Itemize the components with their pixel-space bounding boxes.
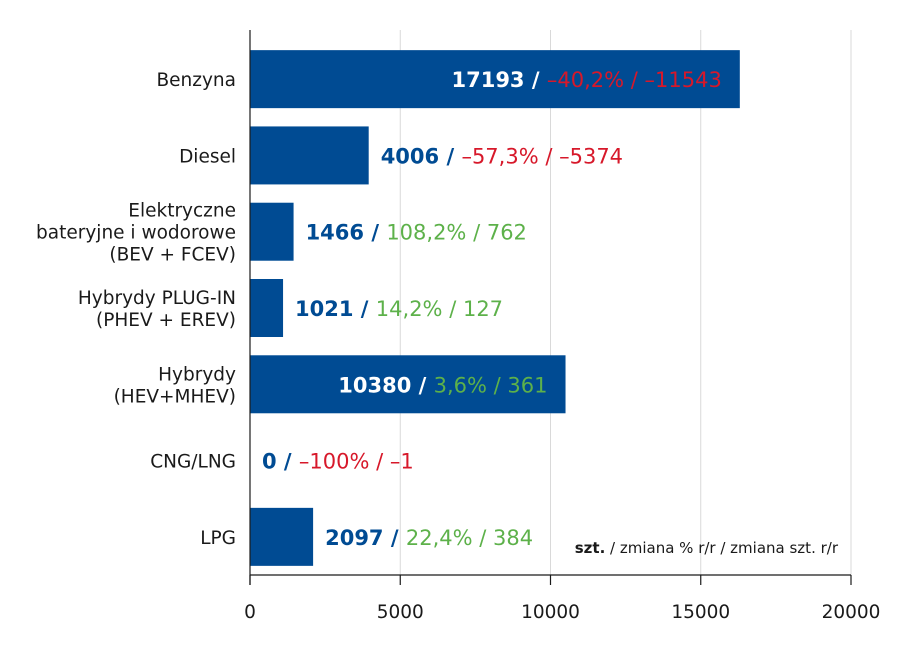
- bar: [250, 126, 369, 185]
- x-tick-label: 15000: [671, 602, 730, 623]
- data-label-value: 1466: [306, 221, 364, 245]
- legend-note-bold: szt.: [575, 539, 606, 557]
- category-label-line: Diesel: [179, 146, 236, 167]
- data-label-pct-change: 14,2%: [376, 297, 443, 321]
- category-label: Hybrydy PLUG-IN (PHEV + EREV): [78, 288, 236, 331]
- data-label: 1021 / 14,2% / 127: [295, 297, 503, 321]
- category-label-line: (HEV+MHEV): [114, 386, 236, 407]
- category-label-line: Elektryczne: [128, 201, 236, 222]
- data-label-separator: /: [624, 68, 644, 92]
- data-label-separator: /: [539, 144, 559, 168]
- data-label: 17193 / –40,2% / –11543: [451, 68, 721, 92]
- data-label-separator: /: [384, 526, 406, 550]
- data-label: 1466 / 108,2% / 762: [306, 221, 527, 245]
- category-label-line: Hybrydy: [158, 364, 236, 385]
- category-label-line: LPG: [200, 528, 236, 549]
- x-tick-label: 20000: [822, 602, 881, 623]
- data-label-separator: /: [364, 221, 386, 245]
- data-label-pct-change: 22,4%: [406, 526, 473, 550]
- data-label-pct-change: –40,2%: [547, 68, 624, 92]
- data-label-value: 4006: [381, 144, 439, 168]
- category-label-line: (PHEV + EREV): [96, 310, 236, 331]
- legend-note-rest: / zmiana % r/r / zmiana szt. r/r: [605, 539, 839, 557]
- data-label: 0 / –100% / –1: [262, 450, 414, 474]
- category-label-line: Benzyna: [156, 70, 236, 91]
- data-label-abs-change: 361: [507, 373, 547, 397]
- bar: [250, 279, 284, 337]
- x-axis: 0 5000 10000 15000 20000: [244, 30, 880, 623]
- data-label-abs-change: 384: [493, 526, 533, 550]
- bar: [250, 50, 740, 109]
- data-label-separator: /: [411, 373, 433, 397]
- bars: [250, 50, 740, 566]
- data-label-value: 1021: [295, 297, 353, 321]
- bar: [250, 202, 294, 261]
- category-label: Elektryczne bateryjne i wodorowe (BEV + FC…: [36, 201, 236, 266]
- data-label-value: 10380: [338, 373, 411, 397]
- data-label-separator: /: [473, 526, 493, 550]
- data-label-separator: /: [443, 297, 463, 321]
- data-label-abs-change: 762: [487, 221, 527, 245]
- data-label-separator: /: [466, 221, 486, 245]
- category-label: Diesel: [179, 146, 236, 167]
- data-label-separator: /: [439, 144, 461, 168]
- data-label-separator: /: [277, 450, 299, 474]
- category-label-line: bateryjne i wodorowe: [36, 223, 236, 244]
- data-label: 4006 / –57,3% / –5374: [381, 144, 623, 168]
- category-label-line: Hybrydy PLUG-IN: [78, 288, 236, 309]
- category-label: LPG: [200, 528, 236, 549]
- bar: [250, 355, 566, 414]
- data-label-separator: /: [369, 450, 389, 474]
- data-label-pct-change: –57,3%: [461, 144, 538, 168]
- data-label-value: 2097: [325, 526, 383, 550]
- category-label-line: (BEV + FCEV): [109, 245, 236, 266]
- data-labels: 17193 / –40,2% / –11543 4006 / –57,3% / –…: [262, 68, 722, 550]
- legend-note: szt. / zmiana % r/r / zmiana szt. r/r: [575, 539, 839, 557]
- data-label-separator: /: [525, 68, 547, 92]
- data-label: 2097 / 22,4% / 384: [325, 526, 533, 550]
- data-label-abs-change: –1: [390, 450, 414, 474]
- category-label-line: CNG/LNG: [150, 452, 236, 473]
- grid-lines: [399, 30, 852, 575]
- category-label: CNG/LNG: [150, 452, 236, 473]
- bar: [250, 507, 314, 566]
- data-label: 10380 / 3,6% / 361: [338, 373, 547, 397]
- category-label: Benzyna: [156, 70, 236, 91]
- data-label-value: 17193: [451, 68, 524, 92]
- x-tick-label: 5000: [377, 602, 424, 623]
- data-label-abs-change: –5374: [559, 144, 623, 168]
- x-tick-label: 0: [244, 602, 256, 623]
- data-label-abs-change: –11543: [645, 68, 722, 92]
- data-label-separator: /: [354, 297, 376, 321]
- category-labels: Benzyna Diesel Elektryczne bateryjne i wodo…: [36, 70, 236, 549]
- data-label-abs-change: 127: [463, 297, 503, 321]
- x-tick-label: 10000: [521, 602, 580, 623]
- data-label-pct-change: 3,6%: [434, 373, 487, 397]
- data-label-pct-change: 108,2%: [386, 221, 466, 245]
- data-label-pct-change: –100%: [299, 450, 370, 474]
- category-label: Hybrydy (HEV+MHEV): [114, 364, 236, 407]
- data-label-value: 0: [262, 450, 277, 474]
- data-label-separator: /: [487, 373, 507, 397]
